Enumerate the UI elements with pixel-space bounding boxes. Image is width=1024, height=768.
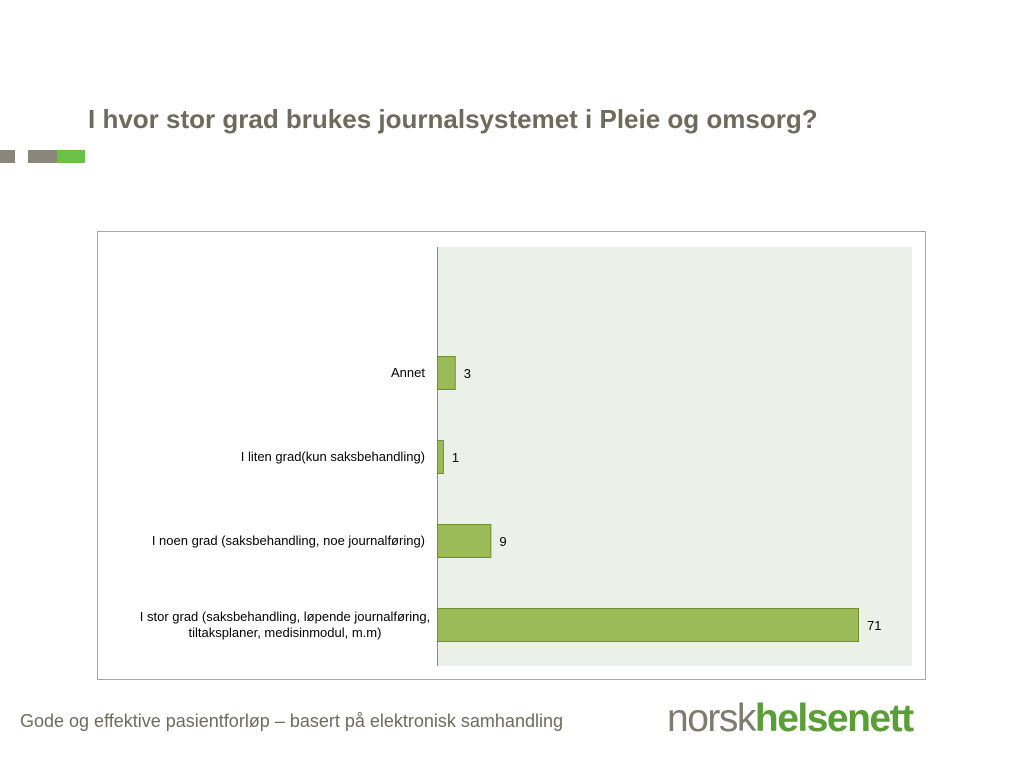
- data-label: 71: [867, 618, 881, 633]
- category-label: Annet: [391, 365, 425, 380]
- footer-text: Gode og effektive pasientforløp – basert…: [20, 711, 563, 731]
- bar: [437, 608, 859, 642]
- data-label: 9: [499, 534, 506, 549]
- accent-square-gray: [0, 150, 15, 163]
- norsk-helsenett-logo: norskhelsenett: [667, 697, 914, 740]
- data-label: 3: [464, 366, 471, 381]
- slide-title: I hvor stor grad brukes journalsystemet …: [88, 104, 818, 134]
- category-label: I noen grad (saksbehandling, noe journal…: [152, 533, 425, 548]
- chart-frame: 3 Annet 1 I liten grad(kun saksbehandling) 9…: [97, 231, 926, 680]
- category-label: tiltaksplaner, medisinmodul, m.m): [189, 625, 382, 640]
- data-label: 1: [452, 450, 459, 465]
- accent-square-gray-2: [28, 150, 57, 163]
- accent-square-green: [57, 150, 85, 163]
- logo-text-bold: helsenett: [754, 697, 914, 740]
- bar: [437, 524, 492, 558]
- bar-chart: 3 Annet 1 I liten grad(kun saksbehandling) 9…: [140, 247, 912, 666]
- plot-area: [437, 247, 912, 666]
- category-label: I liten grad(kun saksbehandling): [241, 449, 425, 464]
- bar: [437, 356, 456, 390]
- bar: [437, 440, 444, 474]
- category-label: I stor grad (saksbehandling, løpende jou…: [140, 609, 431, 624]
- logo-text-light: norsk: [667, 697, 756, 740]
